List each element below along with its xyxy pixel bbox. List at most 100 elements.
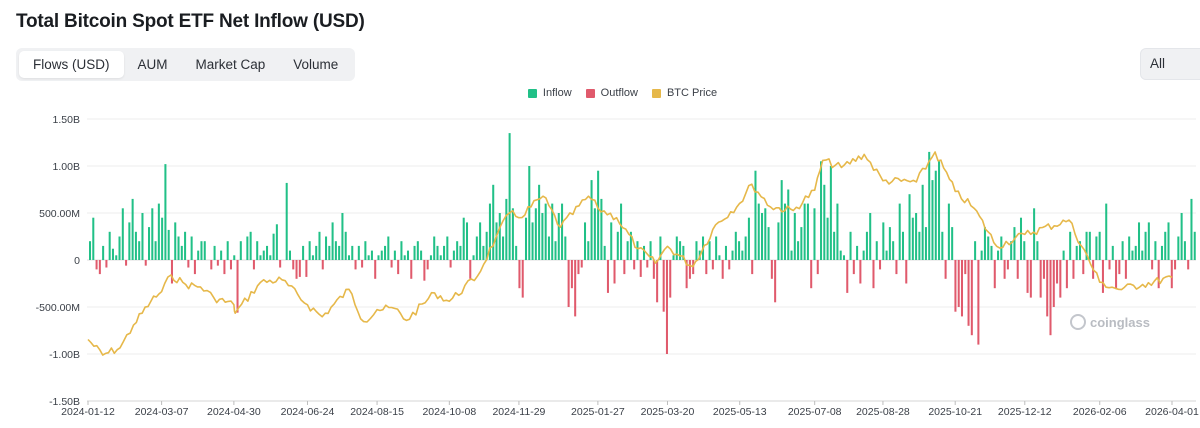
inflow-bar[interactable]	[875, 241, 878, 260]
inflow-bar[interactable]	[508, 133, 511, 260]
inflow-bar[interactable]	[610, 222, 613, 260]
inflow-bar[interactable]	[357, 245, 360, 260]
outflow-bar[interactable]	[1006, 260, 1009, 270]
inflow-bar[interactable]	[275, 224, 278, 260]
inflow-bar[interactable]	[787, 189, 790, 261]
inflow-bar[interactable]	[882, 222, 885, 260]
inflow-bar[interactable]	[1033, 208, 1036, 260]
inflow-bar[interactable]	[400, 241, 403, 260]
tab-volume[interactable]: Volume	[293, 57, 339, 72]
inflow-bar[interactable]	[413, 245, 416, 260]
outflow-bar[interactable]	[187, 260, 190, 268]
inflow-bar[interactable]	[524, 217, 528, 260]
outflow-bar[interactable]	[1124, 260, 1127, 279]
inflow-bar[interactable]	[997, 250, 1000, 260]
inflow-bar[interactable]	[990, 245, 993, 260]
inflow-bar[interactable]	[249, 231, 252, 260]
inflow-bar[interactable]	[724, 245, 727, 260]
outflow-bar[interactable]	[1157, 260, 1160, 289]
outflow-bar[interactable]	[1174, 260, 1177, 270]
inflow-bar[interactable]	[1134, 245, 1137, 260]
inflow-bar[interactable]	[482, 245, 485, 260]
inflow-bar[interactable]	[531, 222, 534, 260]
inflow-bar[interactable]	[980, 250, 983, 260]
inflow-bar[interactable]	[885, 250, 888, 260]
outflow-bar[interactable]	[639, 260, 642, 277]
inflow-bar[interactable]	[184, 231, 187, 260]
inflow-bar[interactable]	[121, 208, 124, 260]
inflow-bar[interactable]	[452, 250, 455, 260]
inflow-bar[interactable]	[931, 180, 934, 260]
outflow-bar[interactable]	[816, 260, 819, 275]
inflow-bar[interactable]	[462, 217, 465, 260]
inflow-bar[interactable]	[1013, 227, 1016, 260]
inflow-bar[interactable]	[547, 236, 550, 261]
outflow-bar[interactable]	[662, 260, 665, 312]
outflow-bar[interactable]	[423, 260, 426, 281]
outflow-bar[interactable]	[751, 260, 754, 275]
inflow-bar[interactable]	[1098, 231, 1101, 260]
inflow-bar[interactable]	[515, 245, 518, 260]
inflow-bar[interactable]	[161, 217, 164, 260]
outflow-bar[interactable]	[216, 260, 219, 266]
inflow-bar[interactable]	[672, 255, 675, 260]
inflow-bar[interactable]	[839, 250, 842, 260]
inflow-bar[interactable]	[1177, 236, 1180, 261]
inflow-bar[interactable]	[456, 241, 459, 260]
inflow-bar[interactable]	[511, 208, 514, 260]
inflow-bar[interactable]	[334, 241, 337, 260]
inflow-bar[interactable]	[220, 250, 223, 260]
inflow-bar[interactable]	[465, 222, 469, 260]
outflow-bar[interactable]	[1187, 260, 1190, 270]
outflow-bar[interactable]	[656, 260, 659, 303]
inflow-bar[interactable]	[865, 231, 868, 260]
inflow-bar[interactable]	[439, 255, 442, 260]
outflow-bar[interactable]	[144, 260, 147, 266]
inflow-bar[interactable]	[364, 241, 367, 260]
outflow-bar[interactable]	[1082, 260, 1085, 275]
inflow-bar[interactable]	[534, 208, 537, 260]
inflow-bar[interactable]	[643, 245, 646, 260]
inflow-bar[interactable]	[597, 170, 600, 260]
inflow-bar[interactable]	[744, 236, 747, 261]
inflow-bar[interactable]	[148, 227, 151, 260]
outflow-bar[interactable]	[705, 260, 708, 275]
inflow-bar[interactable]	[820, 161, 823, 260]
inflow-bar[interactable]	[888, 227, 891, 260]
outflow-bar[interactable]	[665, 260, 668, 354]
inflow-bar[interactable]	[908, 194, 911, 260]
inflow-bar[interactable]	[983, 227, 986, 260]
outflow-bar[interactable]	[170, 260, 173, 284]
inflow-bar[interactable]	[288, 250, 291, 260]
outflow-bar[interactable]	[252, 260, 255, 270]
inflow-bar[interactable]	[331, 222, 334, 260]
inflow-bar[interactable]	[626, 241, 629, 260]
outflow-bar[interactable]	[105, 260, 108, 268]
time-range-select[interactable]: All	[1140, 48, 1200, 80]
outflow-bar[interactable]	[633, 260, 636, 270]
inflow-bar[interactable]	[1069, 231, 1072, 260]
inflow-bar[interactable]	[475, 236, 478, 261]
inflow-bar[interactable]	[285, 182, 288, 260]
inflow-bar[interactable]	[1160, 245, 1163, 260]
outflow-bar[interactable]	[390, 260, 393, 268]
outflow-bar[interactable]	[685, 260, 688, 289]
inflow-bar[interactable]	[538, 184, 541, 260]
outflow-bar[interactable]	[1046, 260, 1049, 317]
inflow-bar[interactable]	[924, 227, 927, 260]
outflow-bar[interactable]	[646, 260, 649, 268]
outflow-bar[interactable]	[1108, 260, 1111, 270]
inflow-bar[interactable]	[708, 241, 711, 260]
inflow-bar[interactable]	[266, 245, 269, 260]
inflow-bar[interactable]	[479, 222, 482, 260]
inflow-bar[interactable]	[849, 231, 852, 260]
inflow-bar[interactable]	[377, 255, 380, 260]
inflow-bar[interactable]	[911, 217, 914, 260]
inflow-bar[interactable]	[974, 241, 977, 260]
outflow-bar[interactable]	[606, 260, 609, 293]
inflow-bar[interactable]	[1180, 213, 1183, 260]
inflow-bar[interactable]	[492, 184, 495, 260]
outflow-bar[interactable]	[872, 260, 875, 289]
outflow-bar[interactable]	[960, 260, 964, 317]
outflow-bar[interactable]	[449, 260, 452, 268]
